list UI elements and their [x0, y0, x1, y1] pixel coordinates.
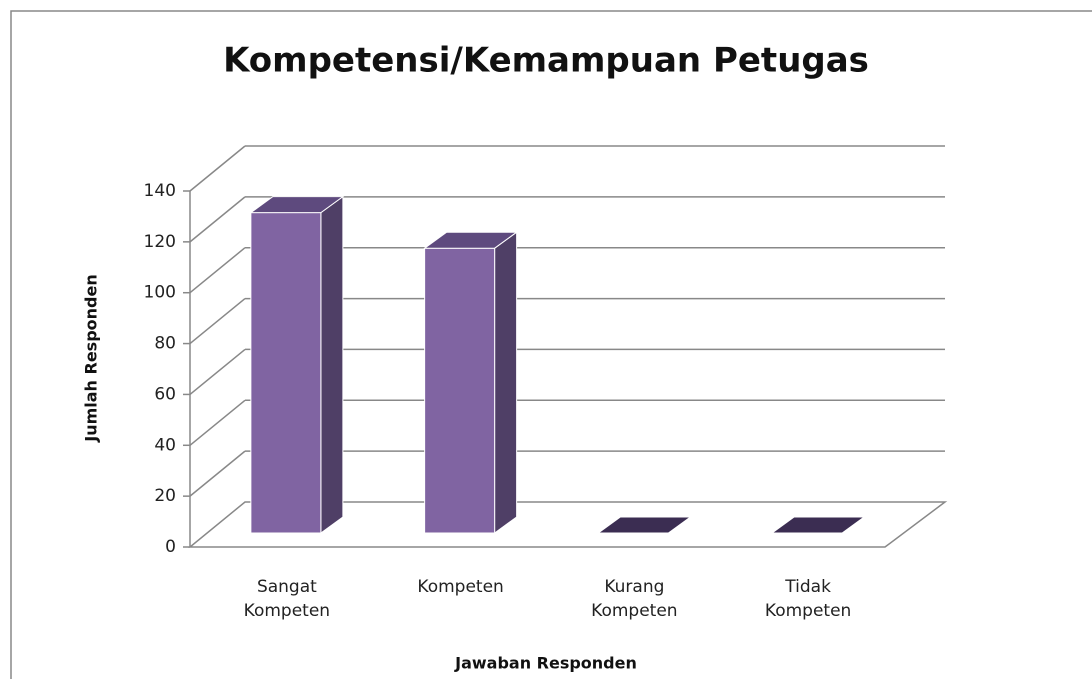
y-tick-label: 60 — [154, 384, 176, 404]
x-tick-label: Kurang Kompeten — [591, 577, 677, 621]
bar — [770, 516, 866, 534]
bar-top — [249, 196, 345, 214]
x-tick-label: Kompeten — [417, 577, 503, 597]
y-tick-label: 80 — [154, 334, 176, 354]
x-tick-label-line: Kompeten — [417, 577, 503, 597]
y-tick-label: 40 — [154, 435, 176, 455]
x-tick-label-line: Tidak — [784, 577, 831, 597]
floor — [187, 501, 948, 548]
x-tick-label-line: Sangat — [257, 577, 317, 597]
grid-line — [189, 196, 246, 243]
grid-line — [189, 145, 246, 192]
x-tick-label-line: Kompeten — [765, 601, 851, 621]
bar-top — [423, 231, 519, 249]
bar-front — [424, 247, 496, 534]
grid-line — [189, 348, 246, 396]
bar-top — [596, 516, 692, 534]
bar — [423, 231, 519, 534]
x-tick-label-line: Kompeten — [244, 601, 330, 621]
y-tick-label: 20 — [154, 486, 176, 506]
y-axis-title: Jumlah Responden — [82, 274, 101, 442]
grid-line — [189, 247, 246, 294]
x-tick-label: Sangat Kompeten — [244, 577, 330, 621]
bar-front — [250, 212, 322, 534]
grid-line — [189, 450, 246, 497]
y-tick-label: 0 — [165, 537, 176, 557]
bar-top — [770, 516, 866, 534]
grid-line — [189, 399, 246, 446]
bar-side — [494, 231, 518, 534]
bar — [249, 195, 345, 534]
x-tick-label-line: Kompeten — [591, 601, 677, 621]
y-tick-label: 120 — [144, 232, 176, 252]
grid-line — [189, 297, 246, 345]
bar — [596, 516, 692, 534]
y-tick-label: 140 — [144, 181, 176, 201]
chart-border — [10, 10, 1092, 679]
x-tick-label: Tidak Kompeten — [765, 577, 851, 621]
y-tick-label: 100 — [144, 283, 176, 303]
chart-title: Kompetensi/Kemampuan Petugas — [223, 41, 869, 81]
x-axis-title: Jawaban Responden — [454, 654, 637, 673]
x-tick-label-line: Kurang — [604, 577, 664, 597]
bar-side — [320, 195, 344, 534]
